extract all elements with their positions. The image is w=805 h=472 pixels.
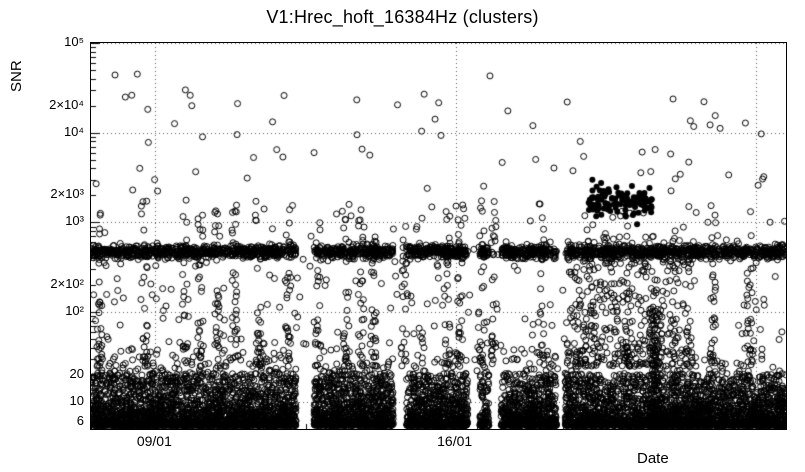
scatter-canvas <box>91 43 786 429</box>
y-tick-label: 2×10³ <box>50 186 84 202</box>
y-tick-label: 6 <box>76 412 84 428</box>
y-axis-label: SNR <box>8 60 25 92</box>
y-tick-label: 10 <box>69 392 84 408</box>
y-tick-label: 10⁵ <box>64 34 84 49</box>
plot-area <box>90 42 787 430</box>
chart-title: V1:Hrec_hoft_16384Hz (clusters) <box>266 7 539 27</box>
y-tick-label: 2×10² <box>50 276 84 292</box>
y-tick-label: 20 <box>69 365 84 381</box>
y-tick-label: 10² <box>65 303 84 319</box>
y-tick-label: 10³ <box>65 213 84 229</box>
y-tick-label: 2×10⁴ <box>49 96 84 112</box>
x-tick-label: 09/01 <box>136 433 172 449</box>
x-tick-label: 16/01 <box>437 433 473 449</box>
x-axis-label: Date <box>637 450 669 467</box>
y-tick-label: 10⁴ <box>63 123 84 139</box>
